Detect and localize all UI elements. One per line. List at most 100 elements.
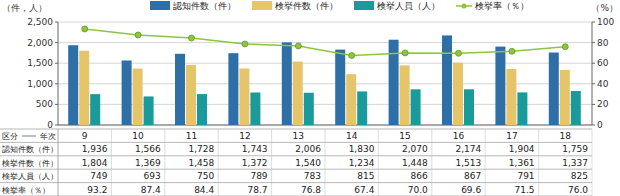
table-cell: 1,369: [135, 158, 161, 168]
y-tick-label: 1,500: [27, 58, 53, 68]
bar: [282, 42, 292, 125]
table-rule: [592, 129, 593, 196]
table-cell: 1,513: [455, 158, 481, 168]
bar: [186, 65, 196, 125]
bar: [560, 70, 570, 125]
table-rule: [538, 129, 539, 196]
table-cell: 71.5: [515, 185, 535, 195]
table-cell: 1,234: [349, 158, 375, 168]
bar: [346, 74, 356, 125]
x-tick-label: 17: [506, 131, 517, 141]
y-tick-label: 2,000: [27, 38, 53, 48]
bar: [250, 92, 260, 125]
bar: [549, 53, 559, 125]
x-tick-label: 15: [399, 131, 410, 141]
table-cell: 867: [464, 171, 481, 181]
y2-tick-label: 60: [597, 58, 609, 68]
table-cell: 87.4: [141, 185, 161, 195]
bar: [144, 96, 154, 125]
bar: [495, 47, 505, 125]
table-row-label: 認知件数（件）: [2, 145, 58, 154]
table-cell: 783: [304, 171, 321, 181]
table-rule: [0, 142, 592, 143]
table-cell: 1,804: [82, 158, 108, 168]
legend-label: 検挙率（％）: [475, 1, 529, 11]
table-cell: 67.4: [354, 185, 374, 195]
legend-label: 検挙件数（件）: [275, 1, 338, 11]
legend-symbol: [354, 1, 374, 10]
bar: [133, 69, 143, 125]
table-rule: [218, 129, 219, 196]
table-row-label: 検挙人員（人）: [2, 172, 58, 181]
x-tick-label: 12: [239, 131, 250, 141]
table-cell: 1,904: [509, 144, 535, 154]
table-cell: 1,361: [509, 158, 535, 168]
marker: [509, 48, 515, 54]
y-axis-title: （件，人）: [2, 3, 47, 13]
y-tick-label: 1,000: [27, 79, 53, 89]
legend-symbol: [462, 4, 467, 9]
bar: [442, 35, 452, 125]
y-tick-label: 0: [47, 120, 53, 130]
table-rule: [164, 129, 165, 196]
y2-axis-title: （%）: [591, 3, 618, 13]
bar: [175, 54, 185, 125]
table-rule: [378, 129, 379, 196]
table-rule: [431, 129, 432, 196]
table-cell: 1,566: [135, 144, 161, 154]
table-cell: 789: [250, 171, 267, 181]
marker: [456, 50, 462, 56]
table-cell: 1,448: [402, 158, 428, 168]
table-corner-rule: [22, 136, 36, 137]
table-rule: [0, 155, 592, 156]
table-rule: [271, 129, 272, 196]
table-corner: 区分: [2, 132, 18, 141]
bar: [239, 68, 249, 125]
bar: [304, 93, 314, 125]
marker: [189, 35, 195, 41]
table-row-label: 検挙件数（件）: [2, 159, 58, 168]
table-cell: 69.6: [461, 185, 481, 195]
bar: [453, 63, 463, 125]
table-cell: 76.8: [301, 185, 321, 195]
legend-symbol: [252, 1, 272, 10]
table-cell: 1,728: [188, 144, 214, 154]
y-tick-label: 2,500: [27, 17, 53, 27]
x-tick-label: 9: [82, 131, 88, 141]
table-cell: 866: [411, 171, 428, 181]
table-cell: 750: [197, 171, 214, 181]
x-tick-label: 14: [346, 131, 358, 141]
table-rule: [0, 169, 592, 170]
table-cell: 749: [90, 171, 107, 181]
bar: [197, 94, 207, 125]
y2-tick-label: 20: [597, 99, 609, 109]
grid-line: [58, 42, 592, 43]
marker: [349, 53, 355, 59]
bar: [122, 60, 132, 125]
table-rule: [0, 129, 592, 130]
table-cell: 825: [571, 171, 588, 181]
bar: [517, 92, 527, 125]
bar: [400, 65, 410, 125]
x-tick-label: 10: [132, 131, 144, 141]
marker: [402, 50, 408, 56]
table-cell: 1,759: [562, 144, 588, 154]
x-tick-label: 13: [293, 131, 304, 141]
bar: [357, 91, 367, 125]
chart: （件，人）（%）05001,0001,5002,0002,50002040608…: [0, 0, 620, 196]
table-cell: 76.0: [568, 185, 588, 195]
bar: [228, 53, 238, 125]
table-cell: 1,540: [295, 158, 321, 168]
marker: [295, 43, 301, 49]
legend-label: 検挙人員（人）: [377, 1, 440, 11]
table-cell: 1,337: [562, 158, 588, 168]
table-cell: 78.7: [248, 185, 268, 195]
table-cell: 1,743: [242, 144, 268, 154]
x-tick-label: 11: [186, 131, 197, 141]
table-cell: 693: [144, 171, 161, 181]
y2-tick-label: 100: [597, 17, 614, 27]
table-cell: 2,174: [455, 144, 481, 154]
table-rule: [111, 129, 112, 196]
marker: [82, 26, 88, 32]
bar: [293, 62, 303, 125]
